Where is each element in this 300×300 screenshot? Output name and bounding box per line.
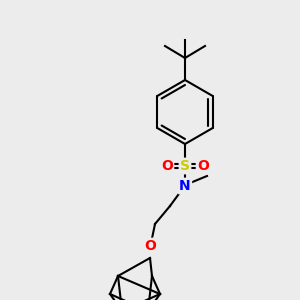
- Text: O: O: [161, 159, 173, 173]
- Text: O: O: [197, 159, 209, 173]
- Text: N: N: [179, 179, 191, 193]
- Text: S: S: [180, 159, 190, 173]
- Text: O: O: [144, 239, 156, 253]
